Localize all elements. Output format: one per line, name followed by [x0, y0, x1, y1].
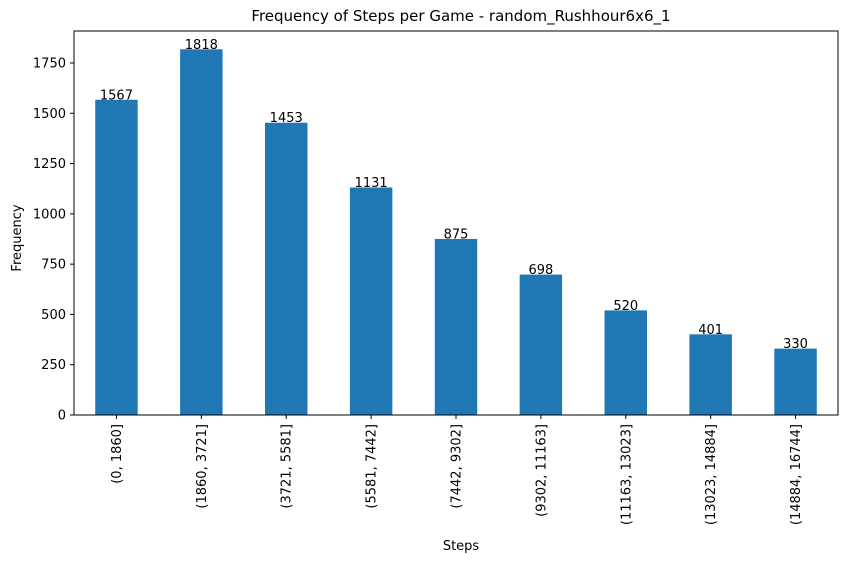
bar-1 [180, 49, 223, 416]
x-tick-label-5: (9302, 11163] [534, 424, 549, 517]
x-tick-label-7: (13023, 14884] [704, 424, 719, 525]
data-label-4: 875 [444, 227, 469, 242]
data-label-0: 1567 [100, 88, 133, 103]
y-tick-label-7: 1750 [33, 56, 66, 71]
bar-5 [519, 274, 563, 415]
data-labels-layer: 1567 1818 1453 1131 875 698 520 401 330 [100, 38, 808, 352]
data-label-5: 698 [528, 263, 553, 278]
bar-2 [265, 122, 308, 415]
data-label-2: 1453 [270, 111, 303, 126]
bars-layer [95, 49, 817, 416]
y-tick-label-0: 0 [58, 409, 66, 424]
x-tick-label-2: (3721, 5581] [280, 424, 295, 509]
bar-7 [689, 334, 732, 415]
y-tick-label-4: 1000 [33, 207, 66, 222]
x-tick-label-1: (1860, 3721] [195, 424, 210, 509]
x-tick-label-3: (5581, 7442] [365, 424, 380, 509]
data-label-3: 1131 [355, 176, 388, 191]
bar-3 [349, 187, 393, 415]
plot-spines [73, 30, 839, 416]
plot-frame [73, 30, 839, 416]
y-tick-label-3: 750 [41, 258, 66, 273]
x-tick-label-8: (14884, 16744] [789, 424, 804, 525]
x-tick-label-0: (0, 1860] [110, 424, 125, 484]
bar-4 [434, 238, 478, 415]
y-ticks-layer: 0 250 500 750 1000 1250 1500 1750 [33, 56, 74, 424]
y-tick-label-1: 250 [41, 358, 66, 373]
x-axis-label: Steps [443, 539, 480, 554]
data-label-1: 1818 [185, 38, 218, 53]
y-axis-label: Frequency [10, 204, 25, 271]
data-label-6: 520 [613, 299, 638, 314]
chart-title: Frequency of Steps per Game - random_Rus… [251, 7, 670, 26]
bar-6 [604, 310, 647, 415]
bar-0 [95, 99, 138, 415]
x-tick-label-4: (7442, 9302] [450, 424, 465, 509]
x-ticks-layer: (0, 1860] (1860, 3721] (3721, 5581] (5581, … [110, 415, 804, 525]
y-tick-label-6: 1500 [33, 107, 66, 122]
data-label-7: 401 [698, 323, 723, 338]
y-tick-label-5: 1250 [33, 157, 66, 172]
x-tick-label-6: (11163, 13023] [619, 424, 634, 525]
data-label-8: 330 [783, 337, 808, 352]
y-tick-label-2: 500 [41, 308, 66, 323]
bar-8 [774, 348, 817, 415]
